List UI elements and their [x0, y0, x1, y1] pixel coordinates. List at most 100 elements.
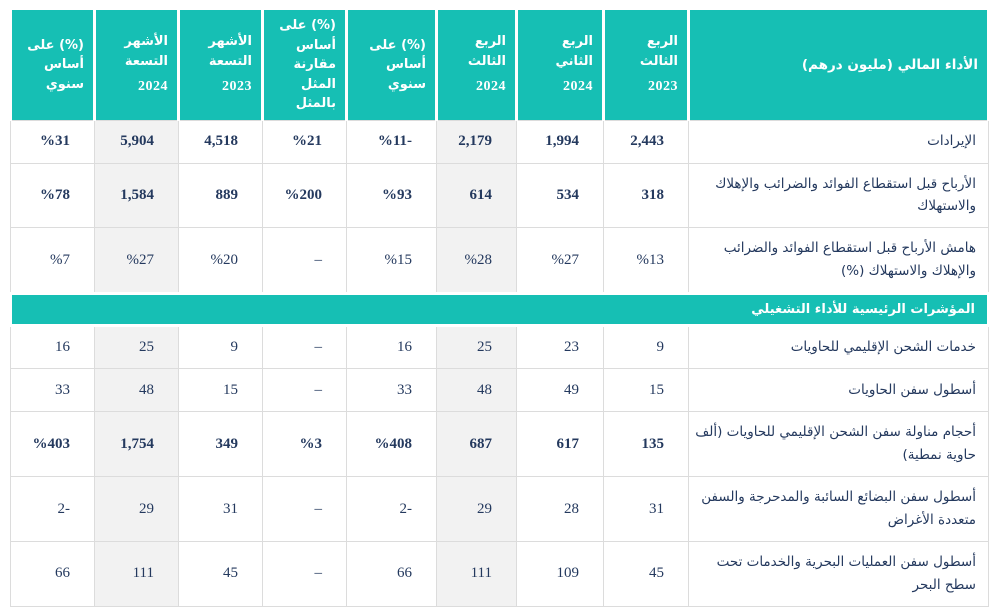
value-cell: 2- [346, 476, 437, 542]
cell-value: %3 [299, 435, 323, 452]
value-cell: 25 [436, 325, 517, 370]
value-cell: %21 [262, 119, 347, 164]
value-cell: %200 [262, 162, 347, 229]
column-header-nine-months-2023: الأشهر التسعة 2023 [177, 7, 264, 120]
value-cell: 15 [178, 368, 263, 413]
value-cell: 135 [603, 411, 689, 478]
cell-value: 9 [656, 339, 665, 356]
cell-value: 534 [556, 186, 580, 203]
value-cell: 2- [10, 476, 95, 542]
column-title: الأشهر التسعة [124, 34, 168, 69]
row-label: خدمات الشحن الإقليمي للحاويات [688, 325, 989, 370]
column-title: الربع الثالث [639, 34, 678, 69]
row-label: هامش الأرباح قبل استقطاع الفوائد والضرائ… [688, 227, 989, 295]
table-head: الأداء المالي (مليون درهم) الربع الثالث 20… [9, 7, 990, 120]
value-cell: 33 [346, 368, 437, 413]
column-year: 2024 [563, 79, 593, 95]
cell-value: %27 [126, 251, 155, 268]
value-cell: %27 [516, 227, 604, 295]
column-header-yoy-nine-months: (%) على أساس سنوي [9, 7, 96, 120]
financial-performance-table: الأداء المالي (مليون درهم) الربع الثالث 20… [9, 7, 990, 607]
column-title: الربع الثالث [467, 34, 506, 69]
value-cell: 45 [603, 541, 689, 607]
table-row: أسطول سفن العمليات البحرية والخدمات تحت … [10, 541, 989, 607]
value-cell: 15 [603, 368, 689, 413]
cell-value: 28 [564, 500, 579, 517]
cell-value: – [314, 500, 323, 517]
cell-value: 2- [399, 500, 413, 517]
cell-value: %78 [40, 186, 70, 203]
value-cell: 614 [436, 162, 517, 229]
value-cell: 111 [436, 541, 517, 607]
cell-value: %200 [284, 186, 323, 203]
cell-value: %403 [32, 435, 71, 452]
value-cell: 9 [603, 325, 689, 370]
cell-value: 23 [564, 339, 579, 356]
value-cell: 48 [94, 368, 179, 413]
cell-value: %13 [636, 251, 665, 268]
cell-value: – [314, 381, 323, 398]
value-cell: 4,518 [178, 119, 263, 164]
cell-value: 31 [649, 500, 664, 517]
cell-value: 25 [477, 339, 492, 356]
cell-value: %31 [40, 133, 70, 149]
cell-value: 111 [132, 565, 154, 582]
value-cell: %28 [436, 227, 517, 295]
cell-value: %21 [292, 133, 322, 149]
column-header-nine-months-2024: الأشهر التسعة 2024 [93, 7, 180, 120]
cell-value: – [314, 251, 323, 268]
cell-value: 687 [469, 435, 493, 452]
table-row: أسطول سفن الحاويات 15 49 48 33 – 15 48 33 [10, 368, 989, 413]
column-year: 2023 [222, 79, 252, 95]
cell-value: 4,518 [204, 133, 238, 149]
value-cell: – [262, 325, 347, 370]
value-cell: 1,994 [516, 119, 604, 164]
value-cell: %11- [346, 119, 437, 164]
cell-value: 9 [230, 339, 239, 356]
cell-value: %27 [551, 251, 580, 268]
column-header-q2-2024: الربع الثاني 2024 [515, 7, 605, 120]
column-header-q3-2024: الربع الثالث 2024 [435, 7, 518, 120]
value-cell: 1,584 [94, 162, 179, 229]
value-cell: 31 [178, 476, 263, 542]
value-cell: – [262, 541, 347, 607]
cell-value: %7 [50, 251, 70, 268]
value-cell: 29 [94, 476, 179, 542]
cell-value: – [314, 339, 323, 356]
value-cell: 49 [516, 368, 604, 413]
cell-value: 109 [556, 565, 580, 582]
value-cell: 23 [516, 325, 604, 370]
table-row: أحجام مناولة سفن الشحن الإقليمي للحاويات… [10, 411, 989, 478]
table-row: الأرباح قبل استقطاع الفوائد والضرائب وال… [10, 162, 989, 229]
value-cell: 25 [94, 325, 179, 370]
cell-value: 15 [649, 381, 664, 398]
cell-value: 49 [564, 381, 579, 398]
value-cell: 48 [436, 368, 517, 413]
cell-value: 33 [55, 381, 70, 398]
value-cell: 889 [178, 162, 263, 229]
row-label: أحجام مناولة سفن الشحن الإقليمي للحاويات… [688, 411, 989, 478]
cell-value: 111 [470, 565, 492, 582]
value-cell: 2,179 [436, 119, 517, 164]
value-cell: 33 [10, 368, 95, 413]
column-header-like-for-like: (%) على أساس مقارنة المثل بالمثل [261, 7, 348, 120]
cell-value: 318 [641, 186, 665, 203]
value-cell: 617 [516, 411, 604, 478]
column-header-yoy-quarter: (%) على أساس سنوي [345, 7, 438, 120]
value-cell: 16 [10, 325, 95, 370]
value-cell: 2,443 [603, 119, 689, 164]
cell-value: %28 [464, 251, 493, 268]
column-title: الأداء المالي (مليون درهم) [801, 56, 978, 73]
value-cell: 534 [516, 162, 604, 229]
value-cell: 349 [178, 411, 263, 478]
cell-value: 33 [397, 381, 412, 398]
row-label: أسطول سفن العمليات البحرية والخدمات تحت … [688, 541, 989, 607]
value-cell: %3 [262, 411, 347, 478]
row-label: الإيرادات [688, 119, 989, 164]
cell-value: %11- [377, 133, 412, 149]
cell-value: – [314, 565, 323, 582]
column-header-q3-2023: الربع الثالث 2023 [602, 7, 690, 120]
cell-value: 45 [223, 565, 238, 582]
value-cell: 31 [603, 476, 689, 542]
